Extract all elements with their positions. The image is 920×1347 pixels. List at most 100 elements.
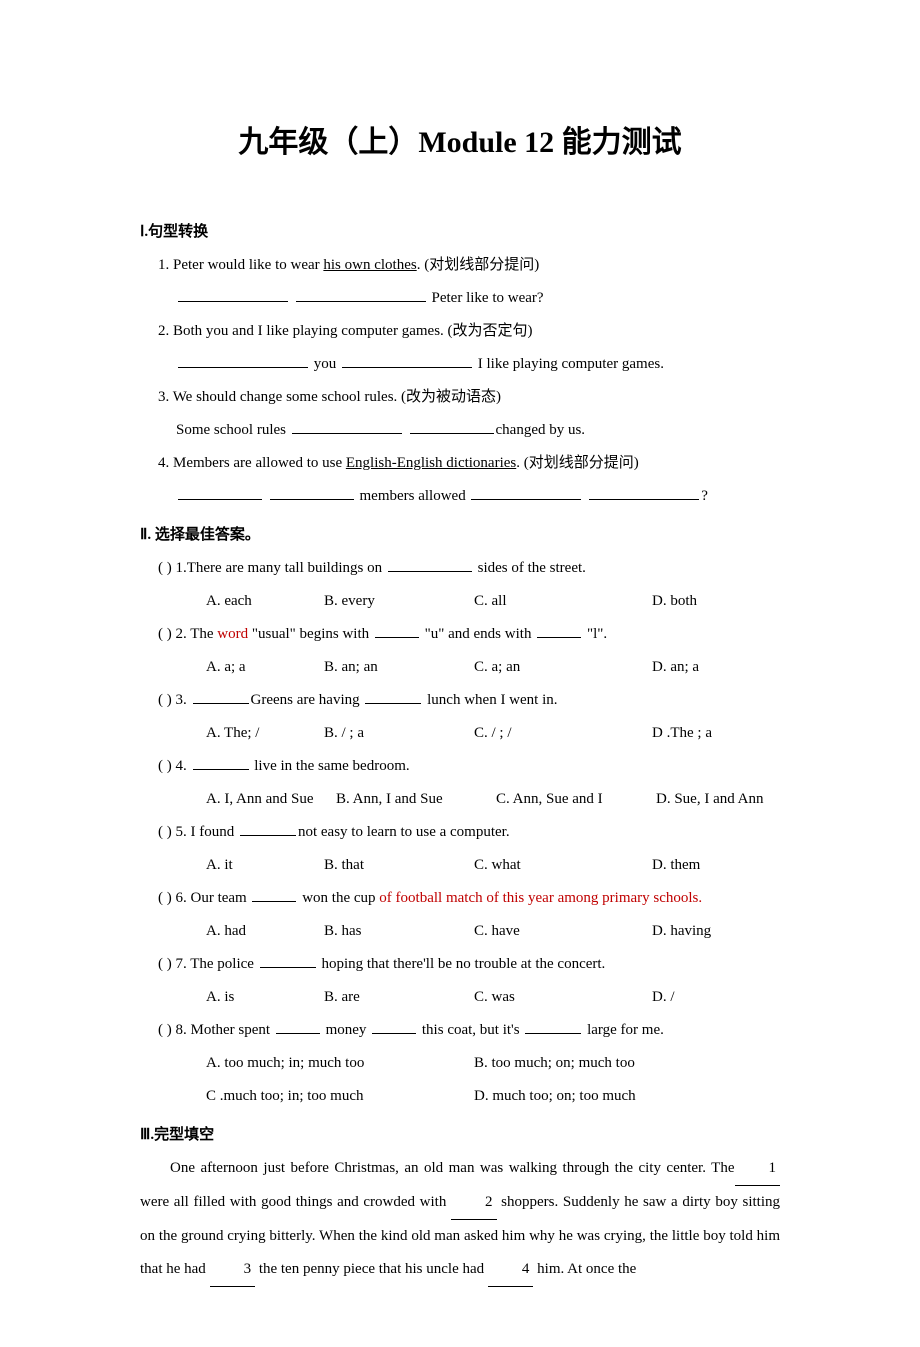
s2-q1-opts: A. each B. every C. all D. both (140, 585, 780, 618)
opt-a: A. it (206, 849, 324, 882)
stem: ( ) 2. The (158, 626, 217, 642)
stem: lunch when I went in. (423, 692, 557, 708)
s2-q4-opts: A. I, Ann and Sue B. Ann, I and Sue C. A… (140, 783, 780, 816)
section2-head: Ⅱ. 选择最佳答案。 (140, 519, 780, 552)
stem: won the cup (298, 890, 379, 906)
opt-d: D. them (652, 849, 700, 882)
opt-d: D. Sue, I and Ann (656, 783, 764, 816)
s2-q2: ( ) 2. The word "usual" begins with "u" … (140, 618, 780, 651)
blank (589, 486, 699, 501)
stem: money (322, 1022, 370, 1038)
stem: sides of the street. (474, 560, 586, 576)
s1-q2: 2. Both you and I like playing computer … (140, 315, 780, 348)
opt-b: B. that (324, 849, 474, 882)
opt-d: D. much too; on; too much (474, 1080, 636, 1113)
s1-q1-ans: Peter like to wear? (140, 282, 780, 315)
s1-q1-underline: his own clothes (323, 257, 416, 273)
stem: large for me. (583, 1022, 664, 1038)
s1-q4: 4. Members are allowed to use English-En… (140, 447, 780, 480)
section3-head: Ⅲ.完型填空 (140, 1119, 780, 1152)
s2-q8: ( ) 8. Mother spent money this coat, but… (140, 1014, 780, 1047)
stem: "u" and ends with (421, 626, 535, 642)
opt-c: C .much too; in; too much (206, 1080, 474, 1113)
opt-d: D. having (652, 915, 711, 948)
blank (525, 1020, 581, 1035)
s2-q8-opts-row2: C .much too; in; too much D. much too; o… (140, 1080, 780, 1113)
s2-q6-opts: A. had B. has C. have D. having (140, 915, 780, 948)
opt-a: A. too much; in; much too (206, 1047, 474, 1080)
opt-c: C. have (474, 915, 652, 948)
opt-b: B. has (324, 915, 474, 948)
blank (537, 624, 581, 639)
opt-d: D. both (652, 585, 697, 618)
opt-c: C. was (474, 981, 652, 1014)
opt-b: B. / ; a (324, 717, 474, 750)
opt-d: D. / (652, 981, 675, 1014)
s1-q4-mid: members allowed (356, 488, 470, 504)
s1-q4-post: . (对划线部分提问) (516, 455, 639, 471)
opt-c: C. what (474, 849, 652, 882)
s1-q3: 3. We should change some school rules. (… (140, 381, 780, 414)
s1-q4-ans: members allowed ? (140, 480, 780, 513)
opt-b: B. Ann, I and Sue (336, 783, 496, 816)
s1-q3-tail: changed by us. (496, 422, 586, 438)
blank (375, 624, 419, 639)
s1-q4-end: ? (701, 488, 708, 504)
stem: live in the same bedroom. (251, 758, 410, 774)
s2-q5-opts: A. it B. that C. what D. them (140, 849, 780, 882)
blank (178, 288, 288, 303)
stem: ( ) 4. (158, 758, 191, 774)
blank (193, 690, 249, 705)
stem-red: word (217, 626, 252, 642)
blank (178, 354, 308, 369)
blank (292, 420, 402, 435)
s1-q2-tail: I like playing computer games. (474, 356, 664, 372)
stem: Greens are having (251, 692, 364, 708)
stem: ( ) 5. I found (158, 824, 238, 840)
s2-q7: ( ) 7. The police hoping that there'll b… (140, 948, 780, 981)
opt-d: D. an; a (652, 651, 699, 684)
opt-a: A. each (206, 585, 324, 618)
blank (193, 756, 249, 771)
p: him. At once the (533, 1261, 636, 1277)
s2-q7-opts: A. is B. are C. was D. / (140, 981, 780, 1014)
stem: this coat, but it's (418, 1022, 523, 1038)
blank (276, 1020, 320, 1035)
s2-q4: ( ) 4. live in the same bedroom. (140, 750, 780, 783)
opt-a: A. is (206, 981, 324, 1014)
blank (252, 888, 296, 903)
opt-c: C. Ann, Sue and I (496, 783, 656, 816)
s2-q6: ( ) 6. Our team won the cup of football … (140, 882, 780, 915)
stem: ( ) 8. Mother spent (158, 1022, 274, 1038)
s1-q1-pre: 1. Peter would like to wear (158, 257, 323, 273)
opt-b: B. are (324, 981, 474, 1014)
s1-q3-ans: Some school rules changed by us. (140, 414, 780, 447)
opt-d: D .The ; a (652, 717, 712, 750)
opt-a: A. a; a (206, 651, 324, 684)
s2-q8-opts-row1: A. too much; in; much too B. too much; o… (140, 1047, 780, 1080)
s2-q3-opts: A. The; / B. / ; a C. / ; / D .The ; a (140, 717, 780, 750)
cloze-3: 3 (210, 1253, 256, 1287)
stem: not easy to learn to use a computer. (298, 824, 510, 840)
s1-q4-underline: English-English dictionaries (346, 455, 516, 471)
s1-q1-tail: Peter like to wear? (428, 290, 544, 306)
section1-head: Ⅰ.句型转换 (140, 216, 780, 249)
stem: ( ) 1.There are many tall buildings on (158, 560, 386, 576)
s2-q5: ( ) 5. I found not easy to learn to use … (140, 816, 780, 849)
cloze-4: 4 (488, 1253, 534, 1287)
p: One afternoon just before Christmas, an … (170, 1160, 735, 1176)
s2-q2-opts: A. a; a B. an; an C. a; an D. an; a (140, 651, 780, 684)
stem-red: of football match of this year among pri… (379, 890, 702, 906)
stem: ( ) 3. (158, 692, 191, 708)
blank (388, 558, 472, 573)
blank (178, 486, 262, 501)
stem: ( ) 7. The police (158, 956, 258, 972)
opt-a: A. The; / (206, 717, 324, 750)
blank (365, 690, 421, 705)
blank (342, 354, 472, 369)
blank (372, 1020, 416, 1035)
opt-c: C. all (474, 585, 652, 618)
cloze-2: 2 (451, 1186, 497, 1220)
s1-q2-mid: you (310, 356, 340, 372)
s1-q1-post: . (对划线部分提问) (417, 257, 540, 273)
